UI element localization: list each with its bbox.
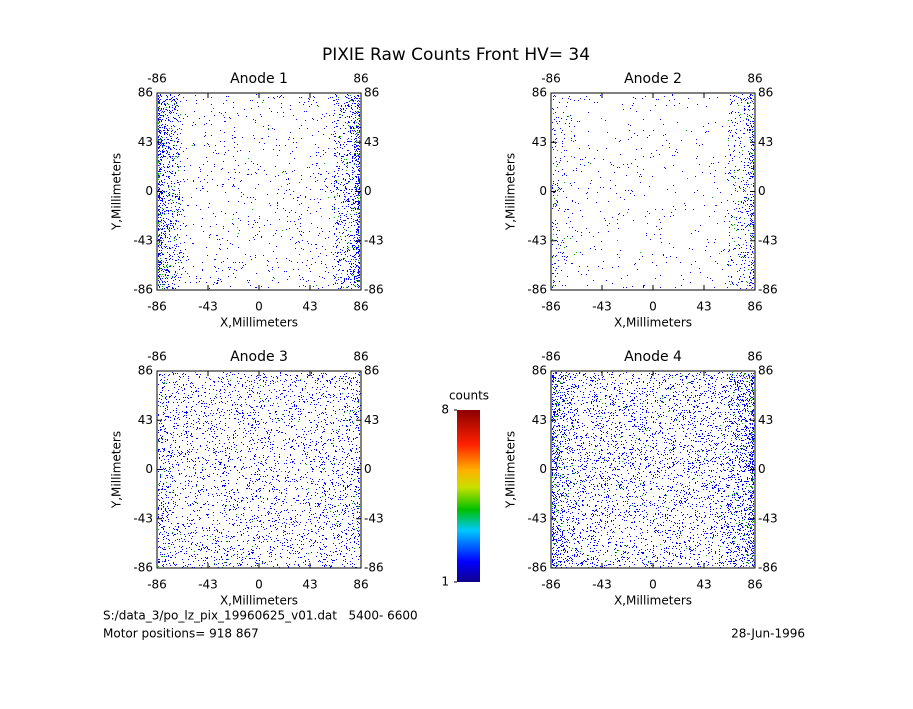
y-tick-label: 86: [138, 364, 153, 378]
y-tick-label-right: 0: [364, 184, 372, 198]
panel-title: Anode 4: [624, 349, 682, 365]
top-tick-label: 86: [747, 350, 762, 364]
y-tick-label: 86: [532, 86, 547, 100]
y-axis-label: Y,Millimeters: [504, 431, 518, 509]
y-tick-label: 43: [532, 413, 547, 427]
y-tick-label-right: 0: [758, 184, 766, 198]
x-tick-label: -43: [592, 300, 612, 314]
x-tick-label: 0: [255, 300, 263, 314]
y-tick-label-right: 86: [758, 364, 773, 378]
y-tick-label-right: 43: [364, 413, 379, 427]
count-pixels: [552, 372, 754, 568]
y-tick-label-right: 86: [758, 86, 773, 100]
colorbar-tick-label: 8: [441, 403, 449, 417]
x-tick-label: 86: [747, 578, 762, 592]
y-tick-label-right: 86: [364, 364, 379, 378]
y-tick-label: -86: [133, 561, 153, 575]
y-tick-label-right: -86: [364, 561, 384, 575]
panel-title: Anode 1: [230, 71, 288, 87]
x-tick-label: 0: [649, 300, 657, 314]
y-tick-label-right: -86: [758, 283, 778, 297]
frame: [156, 92, 362, 291]
y-tick-label: -86: [527, 283, 547, 297]
y-tick-label: 0: [145, 184, 153, 198]
y-tick-label-right: -86: [364, 283, 384, 297]
x-tick-label: -43: [592, 578, 612, 592]
x-tick-label: 0: [255, 578, 263, 592]
y-tick-label-right: -43: [364, 511, 384, 525]
y-tick-label-right: 43: [364, 135, 379, 149]
x-tick-label: -86: [541, 300, 561, 314]
count-pixels: [158, 94, 361, 289]
x-tick-label: 0: [649, 578, 657, 592]
y-tick-label: -86: [527, 561, 547, 575]
count-pixels: [158, 95, 361, 289]
y-tick-label: -86: [133, 283, 153, 297]
file-info: S:/data_3/po_lz_pix_19960625_v01.dat 540…: [103, 609, 418, 623]
top-tick-label: -86: [147, 350, 167, 364]
y-tick-label: -43: [527, 511, 547, 525]
x-tick-label: -43: [198, 578, 218, 592]
top-tick-label: 86: [353, 350, 368, 364]
x-tick-label: -86: [147, 578, 167, 592]
y-tick-label: -43: [527, 233, 547, 247]
count-pixels: [552, 94, 755, 289]
y-tick-label-right: 0: [364, 462, 372, 476]
colorbar-label: counts: [449, 389, 489, 403]
colorbar-tick-label: 1: [441, 575, 449, 589]
y-tick-label-right: 43: [758, 413, 773, 427]
count-pixels: [552, 372, 755, 568]
x-tick-label: -86: [147, 300, 167, 314]
top-tick-label: -86: [541, 72, 561, 86]
panel-title: Anode 3: [230, 349, 288, 365]
y-tick-label: 0: [539, 184, 547, 198]
x-tick-label: 86: [353, 300, 368, 314]
x-axis-label: X,Millimeters: [220, 316, 298, 330]
date: 28-Jun-1996: [731, 627, 805, 641]
y-tick-label: -43: [133, 511, 153, 525]
top-tick-label: -86: [147, 72, 167, 86]
y-tick-label: -43: [133, 233, 153, 247]
y-tick-label-right: 86: [364, 86, 379, 100]
top-tick-label: 86: [747, 72, 762, 86]
x-tick-label: 43: [696, 578, 711, 592]
panel-title: Anode 2: [624, 71, 682, 87]
y-tick-label: 86: [138, 86, 153, 100]
colorbar: [457, 410, 480, 582]
y-tick-label: 43: [138, 135, 153, 149]
y-axis-label: Y,Millimeters: [504, 153, 518, 231]
x-tick-label: 43: [696, 300, 711, 314]
top-tick-label: 86: [353, 72, 368, 86]
top-tick-label: -86: [541, 350, 561, 364]
y-tick-label: 43: [138, 413, 153, 427]
frame: [550, 92, 756, 291]
y-axis-label: Y,Millimeters: [110, 431, 124, 509]
page-title: PIXIE Raw Counts Front HV= 34: [322, 45, 590, 65]
count-pixels: [158, 372, 361, 568]
x-axis-label: X,Millimeters: [614, 316, 692, 330]
y-tick-label-right: 43: [758, 135, 773, 149]
x-tick-label: 86: [747, 300, 762, 314]
x-tick-label: 43: [302, 578, 317, 592]
y-tick-label: 86: [532, 364, 547, 378]
motor-info: Motor positions= 918 867: [103, 627, 259, 641]
frame: [550, 370, 756, 569]
y-tick-label: 43: [532, 135, 547, 149]
count-pixels: [552, 94, 754, 289]
y-tick-label-right: -43: [364, 233, 384, 247]
y-tick-label-right: 0: [758, 462, 766, 476]
x-tick-label: 43: [302, 300, 317, 314]
x-tick-label: -86: [541, 578, 561, 592]
y-tick-label-right: -43: [758, 511, 778, 525]
x-tick-label: 86: [353, 578, 368, 592]
y-tick-label-right: -86: [758, 561, 778, 575]
x-tick-label: -43: [198, 300, 218, 314]
y-tick-label: 0: [539, 462, 547, 476]
y-tick-label: 0: [145, 462, 153, 476]
y-tick-label-right: -43: [758, 233, 778, 247]
y-axis-label: Y,Millimeters: [110, 153, 124, 231]
x-axis-label: X,Millimeters: [614, 594, 692, 608]
x-axis-label: X,Millimeters: [220, 594, 298, 608]
